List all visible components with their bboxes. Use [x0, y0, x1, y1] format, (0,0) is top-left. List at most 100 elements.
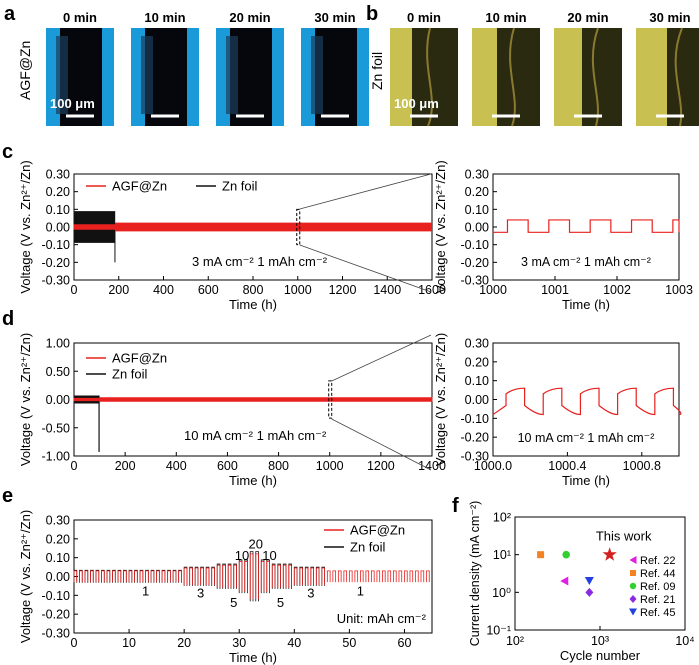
point-ref-45	[584, 576, 594, 585]
y-axis-label: Voltage (V vs. Zn²⁺/Zn)	[433, 160, 448, 293]
x-tick-label: 1000	[316, 459, 344, 473]
x-tick-label: 800	[268, 459, 289, 473]
point-ref-21	[585, 587, 594, 597]
y-tick-label: 0.10	[465, 374, 489, 388]
y-tick-label: -0.50	[42, 421, 71, 435]
y-tick-label: 0.20	[465, 185, 489, 199]
y-tick-label: 10¹	[493, 548, 511, 562]
x-tick-label: 20	[177, 636, 191, 650]
rate-label: 3	[197, 585, 204, 600]
series-agf	[249, 553, 259, 600]
y-tick-label: 0.10	[46, 551, 70, 565]
connector-line	[331, 334, 432, 382]
micro-time-label: 0 min	[407, 10, 441, 25]
x-tick-label: 0	[71, 283, 78, 297]
x-tick-label: 1400	[418, 459, 446, 473]
legend-label: Ref. 45	[640, 607, 675, 619]
rate-label: 1	[357, 584, 364, 599]
series-zn-foil	[260, 559, 270, 594]
x-tick-label: 1000	[479, 283, 507, 297]
micrograph-tile: 0 min	[390, 10, 458, 127]
rate-label: 1	[142, 584, 149, 599]
micrographs-zn: 0 min 10 min 20 min 30 min 100 μm	[390, 10, 699, 127]
unit-note: Unit: mAh cm⁻²	[337, 611, 427, 626]
series-agf	[99, 397, 433, 402]
micro-time-label: 10 min	[144, 10, 185, 25]
annotation: 10 mA cm⁻² 1 mAh cm⁻²	[518, 431, 655, 445]
x-tick-label: 0	[71, 459, 78, 473]
rate-label: 10	[262, 548, 276, 563]
panel-label-a: a	[4, 3, 16, 25]
x-tick-label: 1600	[418, 283, 446, 297]
y-tick-label: -0.30	[461, 274, 490, 288]
micro-a-side-label: AGF@Zn	[17, 41, 33, 100]
y-tick-label: 0.20	[46, 185, 70, 199]
series-agf-early	[73, 224, 116, 230]
micro-electrode	[390, 28, 412, 126]
annotation: 3 mA cm⁻² 1 mAh cm⁻²	[521, 255, 651, 269]
x-tick-label: 30	[232, 636, 246, 650]
panel-label-b: b	[366, 3, 378, 25]
y-tick-label: -0.20	[461, 431, 490, 445]
rate-label: 5	[230, 595, 237, 610]
legend-label: Ref. 09	[640, 581, 675, 593]
y-tick-label: 10²	[493, 511, 511, 525]
micrograph-tile: 20 min	[554, 10, 622, 127]
micro-electrode	[554, 28, 582, 126]
y-tick-label: -0.30	[42, 274, 71, 288]
x-axis-label: Cycle number	[560, 648, 641, 663]
point-ref-09	[562, 550, 570, 559]
series-agf	[115, 222, 432, 232]
legend-marker	[629, 582, 637, 590]
panel-label-e: e	[2, 485, 13, 507]
zoom-connectors	[299, 173, 432, 471]
scale-bar-label: 100 μm	[50, 96, 95, 111]
rate-label: 3	[307, 585, 314, 600]
micro-electrode	[636, 28, 667, 126]
x-tick-label: 1200	[329, 283, 357, 297]
series-zn-foil	[238, 559, 248, 594]
y-tick-label: 0.00	[46, 221, 70, 235]
micro-time-label: 10 min	[485, 10, 526, 25]
series-zn-foil	[73, 569, 182, 583]
micro-time-label: 30 min	[314, 10, 355, 25]
series-agf	[216, 564, 237, 588]
panel-label-c: c	[2, 141, 13, 163]
series-agf	[293, 567, 325, 585]
x-tick-label: 60	[398, 636, 412, 650]
legend-label: Zn foil	[350, 540, 386, 555]
x-axis-label: Time (h)	[562, 297, 610, 312]
point-ref-44	[537, 551, 545, 559]
y-axis-label: Current density (mA cm⁻²)	[468, 501, 482, 647]
y-tick-label: 10⁻¹	[486, 624, 511, 638]
micro-electrode	[472, 28, 497, 126]
annotation: 10 mA cm⁻² 1 mAh cm⁻²	[184, 428, 327, 443]
y-tick-label: 0.30	[465, 337, 489, 351]
series-zn-foil	[183, 566, 215, 586]
chart-d-main: 0 200 400 600 800 1000 1200 1400 -1.00 -0.50 0.00 0…	[18, 333, 446, 488]
chart-c-zoom: 1000 1001 1002 1003 -0.30 -0.20 -0.10 0.00 0.10 0…	[433, 160, 693, 312]
chart-d-zoom: 1000.0 1000.4 1000.8 -0.30 -0.20 -0.10 0.00 0.1…	[433, 333, 682, 488]
micro-time-label: 20 min	[229, 10, 270, 25]
legend-marker	[629, 595, 637, 603]
annotation: 3 mA cm⁻² 1 mAh cm⁻²	[192, 254, 328, 269]
x-tick-label: 0	[71, 636, 78, 650]
x-tick-label: 600	[217, 459, 238, 473]
y-tick-label: -1.00	[42, 450, 71, 464]
y-tick-label: 0.00	[46, 570, 70, 584]
zoom-box	[328, 380, 333, 419]
micro-time-label: 20 min	[567, 10, 608, 25]
x-tick-label: 1000.8	[623, 459, 661, 473]
x-tick-label: 400	[153, 283, 174, 297]
y-axis-label: Voltage (V vs. Zn²⁺/Zn)	[18, 160, 33, 293]
x-tick-label: 800	[243, 283, 264, 297]
x-axis-label: Time (h)	[229, 650, 277, 665]
x-tick-label: 1000.0	[474, 459, 512, 473]
chart-e-rate: 0 10 20 30 40 50 60-0.30-0.20-0.100.000.100.20…	[18, 510, 433, 665]
legend-marker	[629, 608, 637, 616]
series-agf	[73, 570, 182, 583]
series-agf	[271, 564, 292, 588]
y-tick-label: -0.20	[461, 256, 490, 270]
y-tick-label: 0.30	[46, 168, 70, 182]
